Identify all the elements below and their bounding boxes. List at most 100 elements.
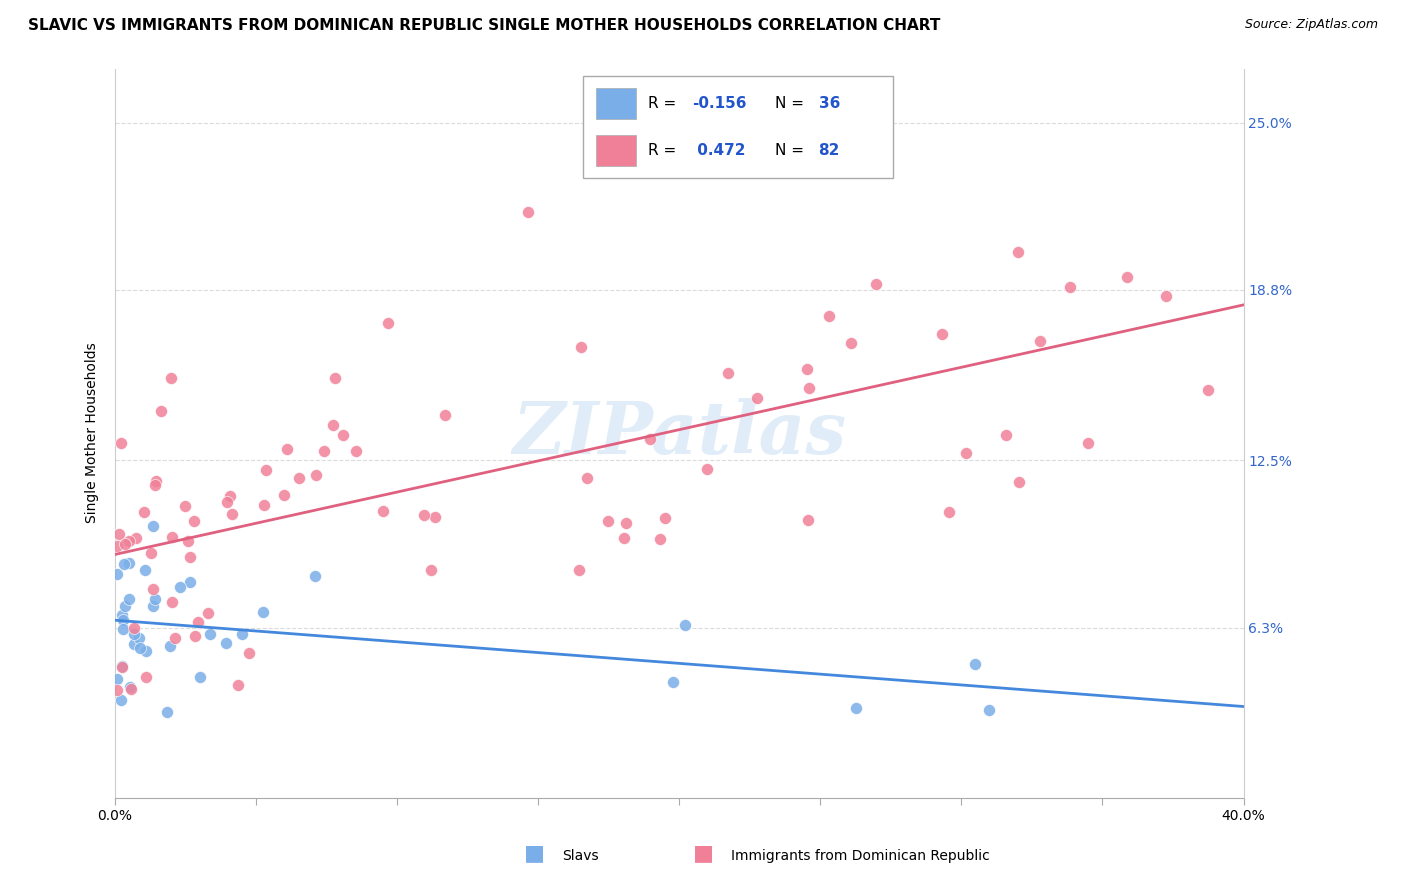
Text: -0.156: -0.156 [692,96,747,111]
Point [253,498,276,512]
Point [114,599,136,614]
Point [160,530,183,544]
Point [252,605,274,619]
Point [238,646,260,660]
Point [105,682,128,697]
Point [638,432,661,446]
Point [135,670,157,684]
Text: Immigrants from Dominican Republic: Immigrants from Dominican Republic [731,849,990,863]
Point [160,371,183,385]
Text: ■: ■ [693,844,713,863]
Point [1028,334,1050,349]
Point [183,514,205,528]
Point [111,608,134,623]
Point [142,599,165,613]
Point [614,516,637,531]
Point [1116,270,1139,285]
Text: Source: ZipAtlas.com: Source: ZipAtlas.com [1244,18,1378,31]
Point [575,471,598,485]
Point [221,507,243,521]
Text: N =: N = [775,144,808,158]
Point [145,475,167,489]
Point [111,660,134,674]
Point [371,504,394,518]
Point [114,537,136,551]
Point [288,471,311,485]
Point [955,446,977,460]
Point [122,621,145,635]
Point [139,546,162,560]
Point [796,513,818,527]
Point [796,361,818,376]
Point [254,463,277,477]
Point [129,641,152,656]
Point [135,643,157,657]
Point [187,615,209,630]
Point [613,531,636,545]
Point [134,505,156,519]
Point [125,532,148,546]
Point [128,631,150,645]
Point [226,678,249,692]
FancyBboxPatch shape [596,88,636,119]
Point [839,336,862,351]
Point [1076,436,1098,450]
Point [219,489,242,503]
Point [159,639,181,653]
Point [108,527,131,541]
Point [1197,383,1219,397]
Point [215,495,238,509]
Point [598,514,620,528]
Text: R =: R = [648,144,682,158]
Point [675,618,697,632]
Point [156,705,179,719]
Point [118,680,141,694]
Point [844,700,866,714]
Point [143,477,166,491]
Point [118,533,141,548]
Point [332,428,354,442]
Point [200,626,222,640]
Point [312,443,335,458]
Point [865,277,887,291]
Point [419,563,441,577]
Point [160,595,183,609]
Point [648,532,671,546]
Point [215,635,238,649]
Point [112,558,135,572]
Point [118,592,141,607]
Point [1059,279,1081,293]
Text: N =: N = [775,96,808,111]
Point [184,629,207,643]
Point [163,631,186,645]
Y-axis label: Single Mother Households: Single Mother Households [86,343,100,524]
Point [745,391,768,405]
Point [1008,475,1031,489]
Point [276,442,298,457]
Point [568,563,591,577]
Point [142,519,165,533]
Point [517,205,540,219]
Text: 82: 82 [818,144,839,158]
Point [377,317,399,331]
Point [977,703,1000,717]
Point [1007,245,1029,260]
Point [105,567,128,582]
Text: 0.472: 0.472 [692,144,745,158]
Point [134,563,156,577]
Point [142,582,165,597]
Text: SLAVIC VS IMMIGRANTS FROM DOMINICAN REPUBLIC SINGLE MOTHER HOUSEHOLDS CORRELATIO: SLAVIC VS IMMIGRANTS FROM DOMINICAN REPU… [28,18,941,33]
Point [797,380,820,394]
Point [344,444,367,458]
Point [174,500,197,514]
Point [423,509,446,524]
Point [305,468,328,483]
Point [963,657,986,672]
Point [124,637,146,651]
Point [110,693,132,707]
Point [273,488,295,502]
Point [179,549,201,564]
Point [696,461,718,475]
Text: ■: ■ [524,844,544,863]
Point [105,672,128,686]
